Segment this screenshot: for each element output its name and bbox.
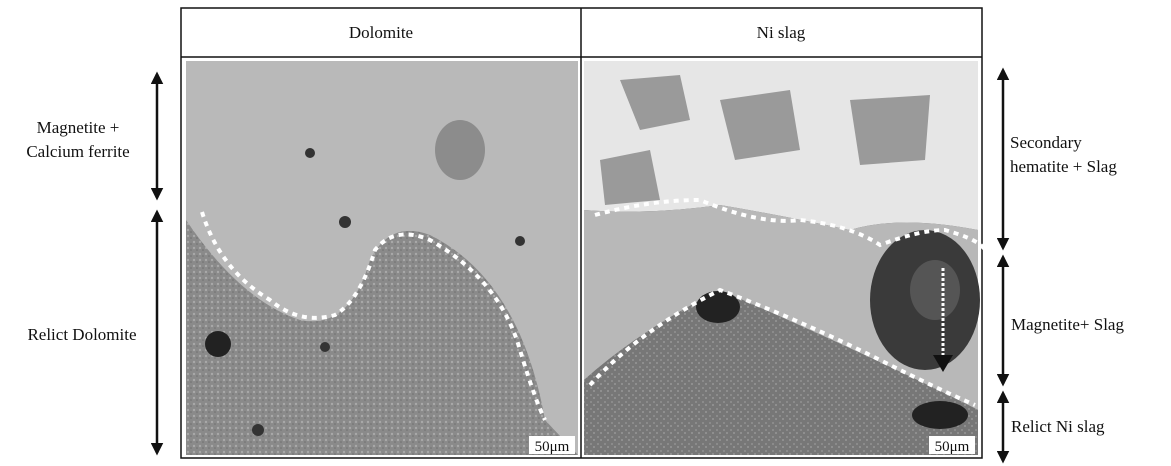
micrograph-ni-slag: 50μm [584, 61, 985, 455]
region-label: Magnetite +Calcium ferrite [26, 118, 129, 161]
region-label: Relict Ni slag [1011, 417, 1105, 436]
scale-bar-label: 50μm [935, 439, 970, 455]
scale-bar-label: 50μm [535, 439, 570, 455]
region-label: Magnetite+ Slag [1011, 315, 1124, 334]
column-header: Dolomite [349, 23, 413, 42]
page: Dolomite Ni slag 50μm 50μm Magnetite +Ca… [0, 0, 1171, 466]
micrograph-dolomite: 50μm [186, 61, 578, 455]
figure: Dolomite Ni slag 50μm 50μm Magnetite +Ca… [0, 0, 1171, 466]
column-header: Ni slag [757, 23, 806, 42]
region-label: Relict Dolomite [27, 325, 136, 344]
